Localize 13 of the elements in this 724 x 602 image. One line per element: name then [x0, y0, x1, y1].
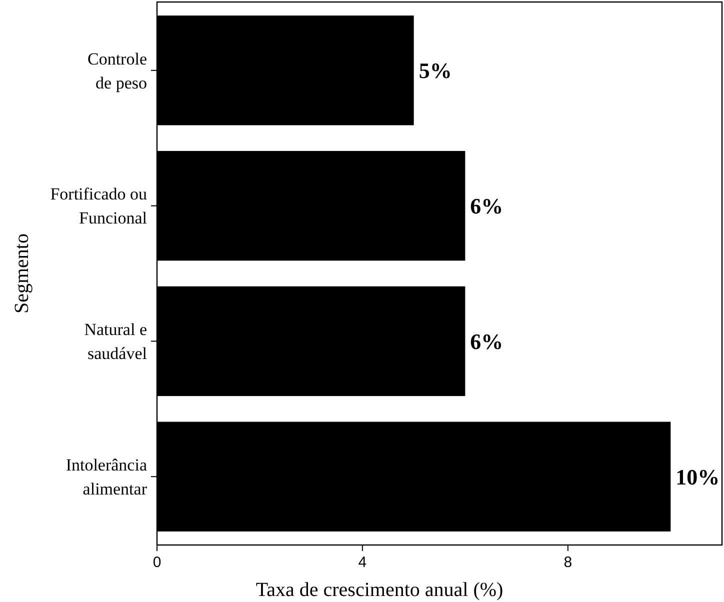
- x-tick-label: 0: [152, 554, 162, 571]
- y-tick-label: Controle de peso: [88, 49, 147, 92]
- x-tick-label: 8: [564, 554, 572, 571]
- data-label: 6%: [470, 328, 504, 354]
- data-label: 6%: [470, 193, 504, 218]
- y-tick-label: Fortificado ou Funcional: [50, 184, 148, 228]
- y-axis-title: Segmento: [11, 234, 33, 314]
- x-axis-title: Taxa de crescimento anual (%): [256, 579, 504, 601]
- x-tick-label: 4: [358, 554, 367, 571]
- data-label: 5%: [418, 58, 452, 84]
- y-tick-label: Natural e saudável: [84, 320, 148, 364]
- data-label: 10%: [676, 464, 720, 490]
- y-tick-label: Intolerância alimentar: [66, 456, 148, 499]
